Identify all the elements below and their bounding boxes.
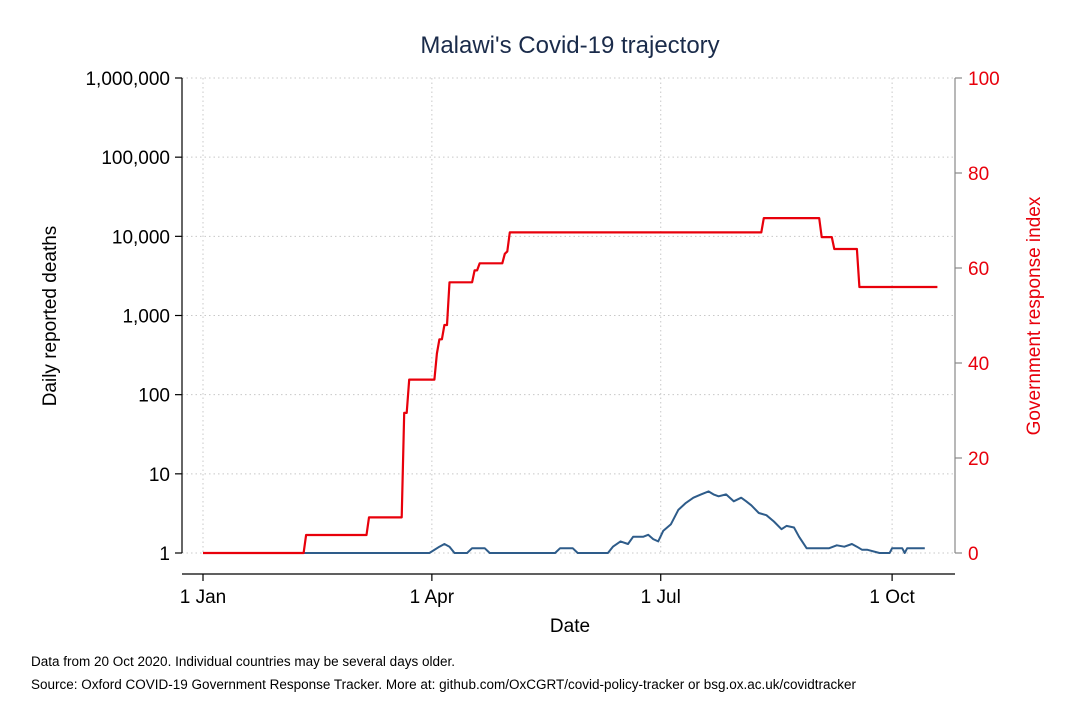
y-tick-label-2: 100	[138, 386, 170, 407]
note-source: Source: Oxford COVID-19 Government Respo…	[31, 677, 857, 692]
x-tick-label-3: 1 Oct	[869, 587, 915, 608]
y2-tick-label-5: 100	[968, 69, 1000, 90]
x-axis-label: Date	[550, 616, 590, 637]
y2-tick-label-1: 20	[968, 449, 989, 470]
x-tick-label-0: 1 Jan	[180, 587, 226, 608]
x-tick-label-1: 1 Apr	[410, 587, 455, 608]
y2-tick-label-0: 0	[968, 544, 979, 565]
y2-tick-label-3: 60	[968, 259, 989, 280]
x-tick-label-2: 1 Jul	[641, 587, 681, 608]
note-data-date: Data from 20 Oct 2020. Individual countr…	[31, 654, 455, 669]
y2-tick-label-4: 80	[968, 164, 989, 185]
y-tick-label-0: 1	[159, 544, 170, 565]
y-tick-label-5: 100,000	[101, 148, 170, 169]
y-tick-label-1: 10	[149, 465, 170, 486]
y-tick-label-4: 10,000	[112, 227, 170, 248]
y-tick-label-3: 1,000	[122, 307, 170, 328]
series-line-0	[203, 490, 925, 554]
y-tick-label-6: 1,000,000	[85, 69, 170, 90]
chart-title: Malawi's Covid-19 trajectory	[420, 32, 719, 59]
series-line-1	[203, 217, 938, 555]
y2-axis-label: Government response index	[1024, 196, 1045, 435]
y-axis-label: Daily reported deaths	[40, 226, 61, 407]
y2-tick-label-2: 40	[968, 354, 989, 375]
series-group	[203, 217, 938, 555]
ticks: 1 10 100 1,000 10,000 100,000 1,000,000 0 20 40 60…	[85, 69, 999, 608]
